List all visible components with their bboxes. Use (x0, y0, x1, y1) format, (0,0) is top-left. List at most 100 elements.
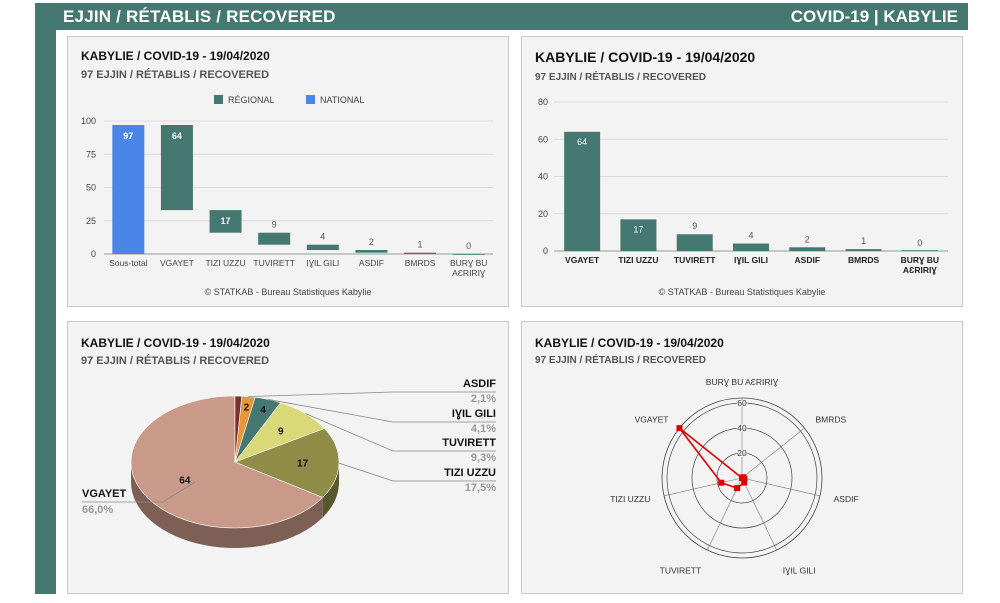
bar (676, 234, 713, 251)
data-label: 1 (861, 236, 866, 246)
pie-callout-label: IƔIL GILI (452, 408, 496, 420)
x-tick-label: IƔIL GILI (306, 258, 339, 268)
radar-point (676, 425, 683, 432)
pie-callout-label: VGAYET (82, 488, 127, 500)
y-tick-label: 0 (543, 246, 548, 256)
bar (209, 210, 242, 233)
data-label: 97 (123, 131, 133, 141)
chart-footer: © STATKAB - Bureau Statistiques Kabylie (205, 287, 372, 297)
header-title: EJJIN / RÉTABLIS / RECOVERED (63, 7, 336, 26)
pie-callout-line (305, 413, 496, 452)
y-tick-label: 80 (538, 97, 548, 107)
pie-data-label: 4 (260, 405, 266, 416)
radar-axis-label: IƔIL GILI (783, 566, 816, 576)
chart-title: KABYLIE / COVID-19 - 19/04/2020 (81, 49, 270, 63)
header-brand: COVID-19 | KABYLIE (790, 7, 958, 26)
legend-national: NATIONAL (320, 95, 364, 105)
data-label: 0 (917, 238, 922, 248)
bar (789, 247, 826, 251)
pie-callout-percent: 4,1% (471, 423, 496, 435)
x-tick-label: BURƔ BU (901, 255, 939, 265)
y-tick-label: 60 (538, 134, 548, 144)
chart-title: KABYLIE / COVID-19 - 19/04/2020 (535, 336, 724, 350)
data-label: 9 (692, 221, 697, 231)
radar-tick-label: 60 (737, 398, 747, 408)
x-tick-label: BURƔ BU (450, 258, 487, 268)
radar-tick-label: 40 (737, 423, 747, 433)
bar-chart-panel: KABYLIE / COVID-19 - 19/04/2020 97 EJJIN… (521, 36, 963, 307)
radar-point (734, 485, 741, 492)
pie-callout-line (268, 399, 496, 423)
pie-slice (130, 395, 324, 529)
radar-chart: BURƔ BU AƐRIRIƔ BMRDS ASDIF IƔIL GILI TUVIRE… (610, 377, 859, 576)
y-tick-label: 25 (86, 216, 96, 226)
x-tick-label: TUVIRETT (674, 255, 716, 265)
y-tick-label: 0 (91, 249, 96, 259)
pie-callout-line (338, 462, 496, 482)
chart-footer: © STATKAB - Bureau Statistiques Kabylie (659, 287, 826, 297)
radar-series-line (678, 427, 746, 489)
waterfall-chart: 0 25 50 75 100 RÉGIONAL NATIONAL 97 Sous-total 64… (81, 95, 493, 297)
x-tick-label: Sous-total (109, 258, 147, 268)
bar (452, 254, 485, 255)
chart-subtitle: 97 EJJIN / RÉTABLIS / RECOVERED (535, 72, 706, 83)
pie-callout-line (82, 481, 196, 503)
x-tick-label: TIZI UZZU (205, 258, 245, 268)
radar-axis-label: BURƔ BU AƐRIRIƔ (706, 377, 779, 387)
data-label: 17 (633, 224, 643, 234)
bar (258, 232, 291, 245)
pie-callout-line (248, 391, 496, 397)
legend-swatch-regional (214, 95, 223, 104)
radar-point (741, 475, 748, 482)
data-label: 17 (221, 216, 231, 226)
pie-chart: 64 17 9 42 VGAYET 66,0% TIZI UZZU 17,5% TUVIRETT… (82, 378, 496, 548)
dashboard-content: KABYLIE / COVID-19 - 19/04/2020 97 EJJIN… (56, 30, 968, 594)
pie-slice-side (131, 462, 323, 548)
y-tick-label: 40 (538, 172, 548, 182)
pie-callout-percent: 17,5% (465, 482, 496, 494)
bar (306, 244, 339, 251)
radar-spoke (663, 477, 743, 497)
bar (564, 131, 601, 251)
bar (404, 252, 437, 254)
radar-axis-label: VGAYET (635, 414, 669, 424)
radar-axis-label: ASDIF (834, 494, 859, 504)
chart-subtitle: 97 EJJIN / RÉTABLIS / RECOVERED (81, 69, 270, 81)
x-tick-label: IƔIL GILI (734, 255, 768, 265)
bar (845, 249, 882, 251)
radar-point (718, 479, 725, 486)
pie-callout-label: ASDIF (463, 378, 496, 390)
y-tick-label: 100 (81, 116, 96, 126)
radar-axis-label: TUVIRETT (660, 566, 702, 576)
pie-slice-side (322, 462, 339, 518)
x-tick-label: TUVIRETT (253, 258, 295, 268)
pie-callout-percent: 2,1% (471, 393, 496, 405)
pie-data-label: 17 (297, 459, 309, 470)
x-tick-label: AƐRIRIƔ (903, 265, 937, 275)
x-tick-label: TIZI UZZU (618, 255, 658, 265)
data-label: 64 (172, 131, 182, 141)
radar-spoke (741, 477, 821, 497)
data-label: 2 (805, 234, 810, 244)
bar (620, 219, 657, 251)
chart-subtitle: 97 EJJIN / RÉTABLIS / RECOVERED (81, 355, 270, 367)
x-tick-label: VGAYET (160, 258, 194, 268)
pie-callout-label: TUVIRETT (442, 437, 496, 449)
bar (901, 250, 938, 251)
pie-chart-panel: KABYLIE / COVID-19 - 19/04/2020 97 EJJIN… (67, 321, 509, 594)
x-tick-label: BMRDS (848, 255, 879, 265)
data-label: 9 (272, 220, 277, 230)
y-tick-label: 20 (538, 209, 548, 219)
chart-title: KABYLIE / COVID-19 - 19/04/2020 (81, 336, 270, 350)
data-label: 4 (320, 232, 325, 242)
radar-spoke (741, 427, 805, 479)
x-tick-label: VGAYET (565, 255, 600, 265)
data-label: 2 (369, 237, 374, 247)
bar (355, 250, 388, 253)
radar-tick-label: 20 (737, 448, 747, 458)
x-tick-label: BMRDS (405, 258, 436, 268)
data-label: 1 (418, 240, 423, 250)
x-tick-label: AƐRIRIƔ (452, 268, 486, 278)
pie-slice (234, 395, 243, 463)
